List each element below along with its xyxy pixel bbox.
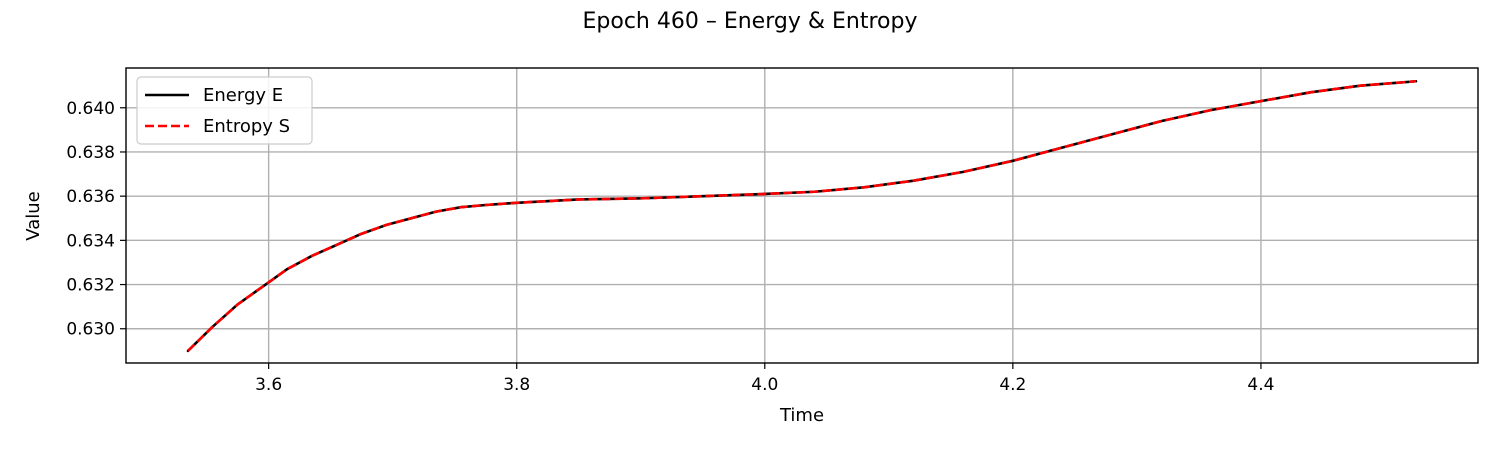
y-axis-label: Value [23, 191, 44, 240]
x-tick-label: 4.4 [1247, 375, 1274, 395]
series-line-energy-e [186, 79, 1418, 353]
y-tick-label: 0.634 [66, 231, 115, 251]
legend-label-energy: Energy E [203, 85, 283, 106]
x-tick-label: 4.0 [751, 375, 778, 395]
y-axis-ticks: 0.630 0.632 0.634 0.636 0.638 0.640 [66, 99, 126, 340]
y-tick-label: 0.640 [66, 99, 115, 119]
legend-label-entropy: Entropy S [203, 116, 290, 137]
y-tick-label: 0.636 [66, 187, 115, 207]
y-tick-label: 0.638 [66, 143, 115, 163]
series-lines [186, 79, 1418, 353]
y-tick-label: 0.632 [66, 276, 115, 296]
x-axis-ticks: 3.6 3.8 4.0 4.2 4.4 [255, 363, 1274, 395]
plot-area-frame [125, 67, 1479, 364]
chart-title: Epoch 460 – Energy & Entropy [583, 9, 918, 34]
legend: Energy E Entropy S [136, 76, 313, 145]
x-tick-label: 3.6 [255, 375, 282, 395]
y-tick-label: 0.630 [66, 320, 115, 340]
x-tick-label: 3.8 [503, 375, 530, 395]
x-tick-label: 4.2 [999, 375, 1026, 395]
series-line-entropy-s [187, 79, 1417, 352]
x-axis-label: Time [779, 405, 824, 426]
grid [126, 68, 1478, 363]
